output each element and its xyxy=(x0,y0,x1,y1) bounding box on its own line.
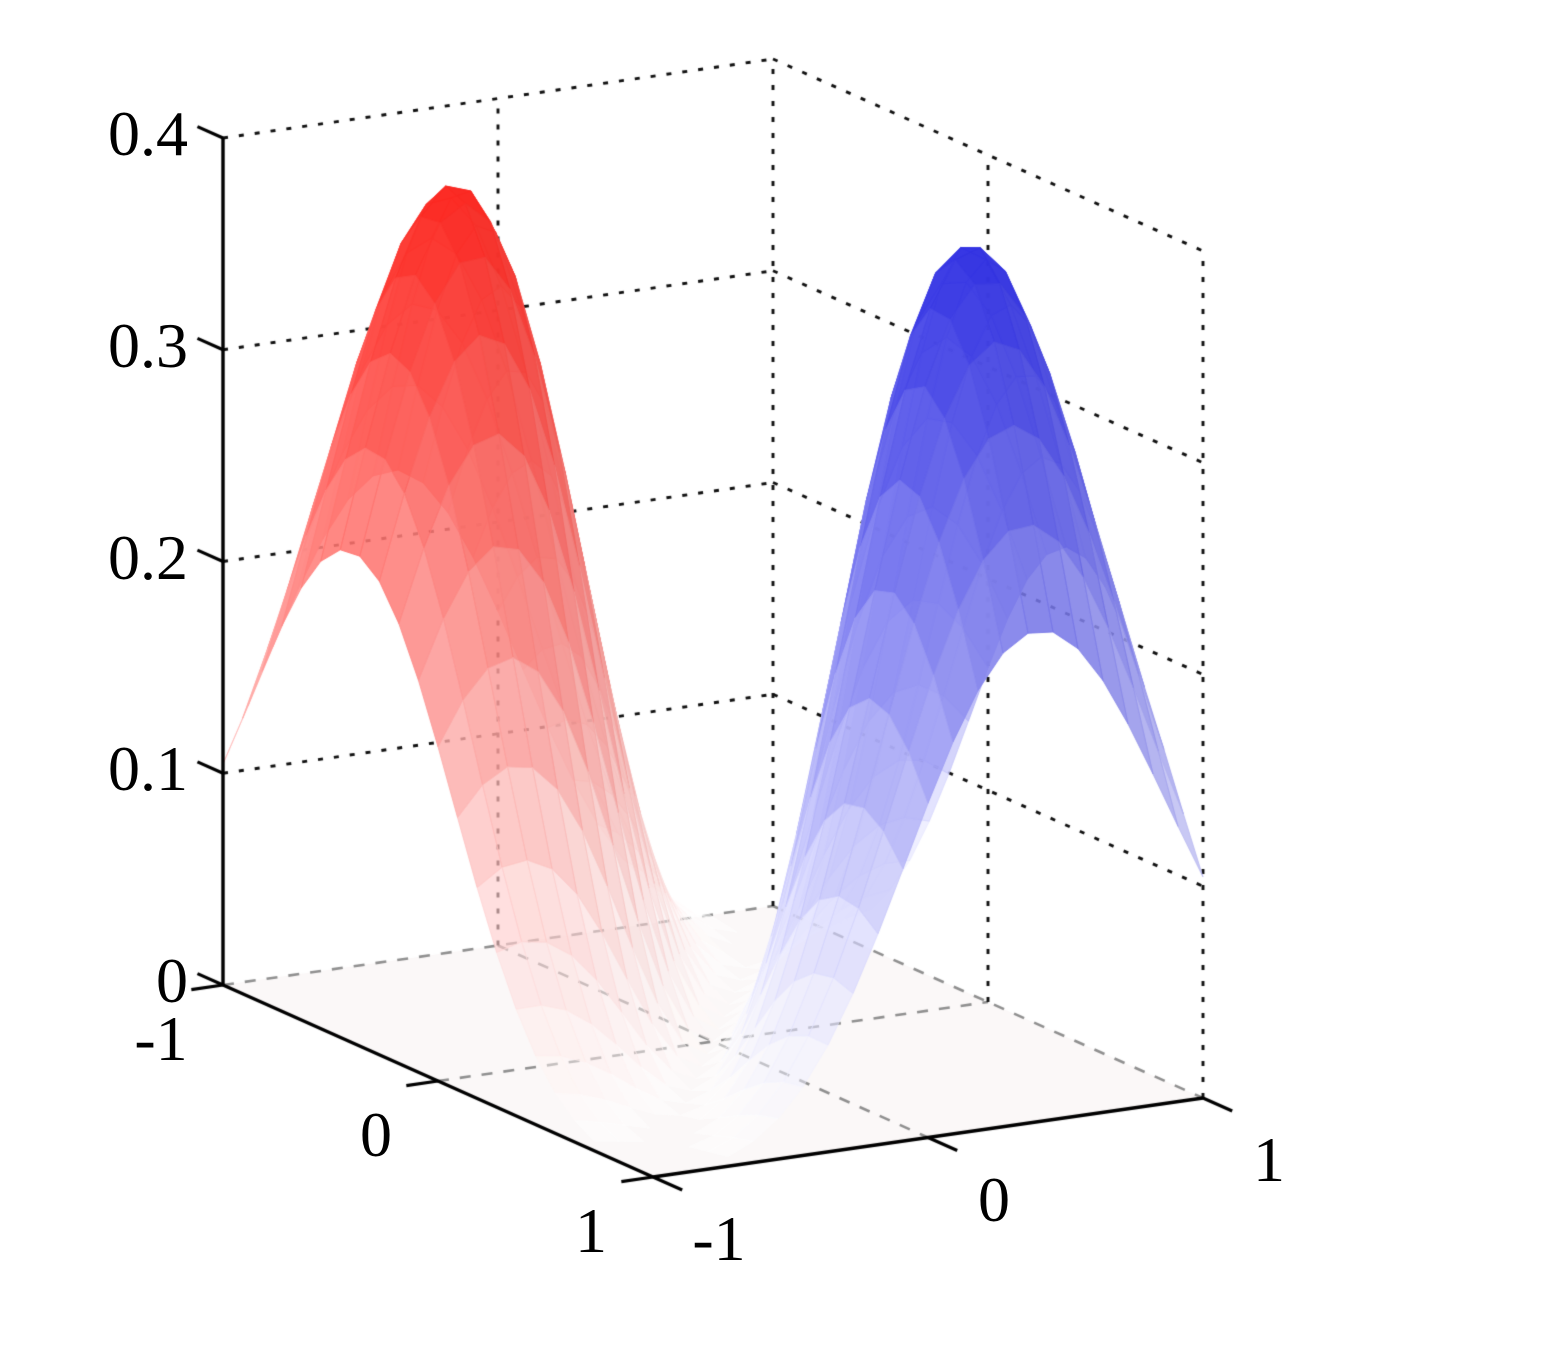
surface-plot-figure: 0 0.1 0.2 0.3 0.4 -1 0 1 -1 0 1 xyxy=(0,0,1550,1367)
surface-plot-canvas xyxy=(0,0,1550,1367)
